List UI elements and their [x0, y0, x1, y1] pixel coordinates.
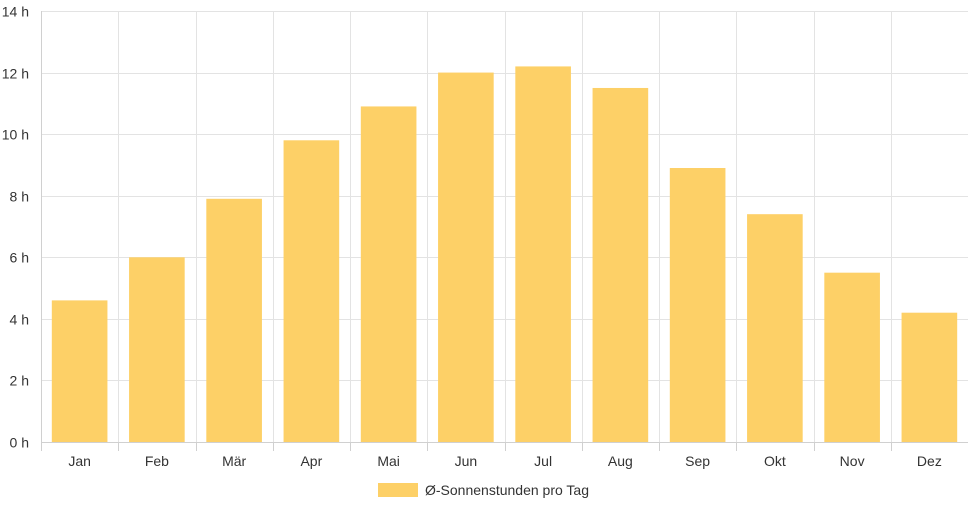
x-tick-label: Jan	[68, 453, 91, 469]
x-tick-label: Mai	[377, 453, 400, 469]
axes: 0 h 2 h 4 h 6 h 8 h 10 h 12 h 14 h Jan Feb Mär Apr M…	[2, 4, 968, 469]
x-tick-label: Okt	[764, 453, 786, 469]
bar[interactable]	[283, 140, 340, 443]
y-tick-label: 6 h	[10, 250, 29, 266]
x-tick-label: Feb	[145, 453, 169, 469]
y-tick-label: 2 h	[10, 373, 29, 389]
y-tick-label: 10 h	[2, 127, 29, 143]
y-tick-label: 4 h	[10, 312, 29, 328]
bar[interactable]	[206, 198, 262, 442]
bar[interactable]	[51, 300, 108, 442]
legend-label: Ø-Sonnenstunden pro Tag	[425, 482, 589, 498]
y-tick-label: 14 h	[2, 4, 29, 20]
bar[interactable]	[669, 168, 726, 442]
legend[interactable]: Ø-Sonnenstunden pro Tag	[378, 482, 589, 498]
bar[interactable]	[592, 87, 649, 442]
x-tick-label: Apr	[300, 453, 322, 469]
x-tick-label: Sep	[685, 453, 710, 469]
x-tick-label: Jul	[534, 453, 552, 469]
bar[interactable]	[515, 66, 571, 443]
y-tick-label: 12 h	[2, 66, 29, 82]
bar[interactable]	[901, 312, 958, 442]
grid-lines	[41, 11, 968, 443]
x-tick-label: Nov	[840, 453, 865, 469]
legend-swatch	[378, 483, 418, 497]
bar[interactable]	[129, 257, 185, 442]
x-tick-label: Jun	[455, 453, 478, 469]
bar[interactable]	[747, 214, 803, 442]
x-tick-label: Dez	[917, 453, 942, 469]
y-tick-label: 0 h	[10, 435, 29, 451]
bar[interactable]	[438, 72, 494, 443]
bar[interactable]	[360, 106, 417, 442]
bars	[51, 66, 958, 443]
y-tick-label: 8 h	[10, 189, 29, 205]
x-tick-label: Aug	[608, 453, 633, 469]
bar[interactable]	[824, 272, 880, 442]
x-tick-label: Mär	[222, 453, 246, 469]
